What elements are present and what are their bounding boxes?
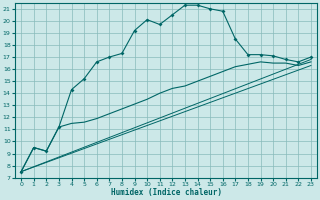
X-axis label: Humidex (Indice chaleur): Humidex (Indice chaleur)	[110, 188, 221, 197]
